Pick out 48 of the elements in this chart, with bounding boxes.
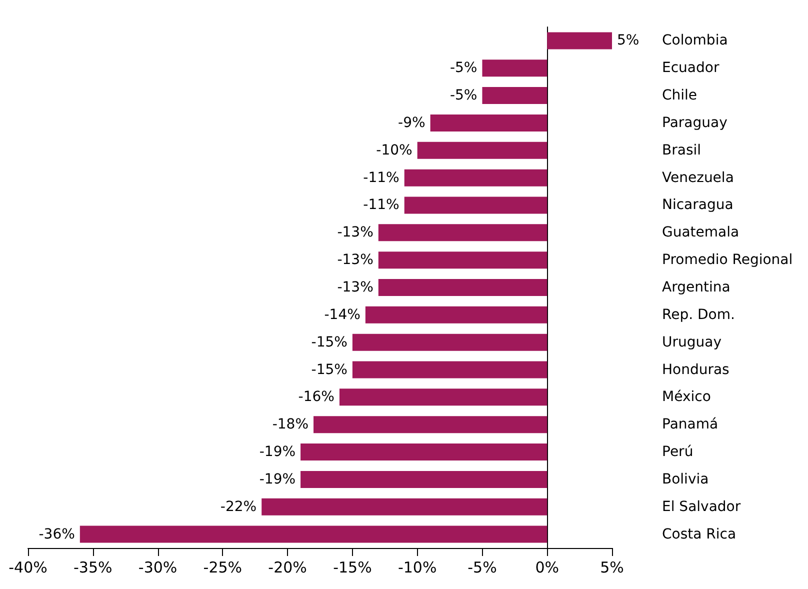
- data-label: -10%: [376, 142, 412, 158]
- data-label: -18%: [272, 416, 309, 433]
- x-tick-label: -35%: [74, 558, 112, 576]
- x-tick-label: -20%: [268, 558, 307, 576]
- y-tick-label: Rep. Dom.: [662, 306, 735, 323]
- x-tick-label: -25%: [203, 558, 242, 576]
- data-label: -13%: [337, 224, 374, 241]
- x-tick-label: -40%: [8, 558, 48, 576]
- data-label: -15%: [311, 334, 348, 350]
- y-tick-label: Colombia: [662, 32, 728, 49]
- data-label: -15%: [311, 362, 348, 378]
- y-tick-label: Perú: [662, 444, 694, 460]
- data-label: -11%: [363, 197, 400, 214]
- data-label: -5%: [450, 88, 478, 104]
- y-tick-label: Ecuador: [662, 60, 720, 76]
- y-tick-label: Guatemala: [662, 224, 740, 241]
- data-label: -11%: [363, 170, 400, 186]
- y-tick-label: Brasil: [662, 142, 702, 158]
- data-label: -36%: [38, 526, 75, 542]
- y-tick-label: Panamá: [662, 416, 718, 433]
- x-tick-label: -5%: [468, 558, 497, 576]
- y-tick-label: Uruguay: [662, 334, 722, 350]
- data-label: -16%: [298, 389, 334, 406]
- data-label: -13%: [337, 252, 374, 268]
- data-label: 5%: [617, 32, 640, 49]
- x-tick-label: -15%: [333, 558, 372, 576]
- data-label: -19%: [259, 471, 296, 488]
- y-tick-label: Venezuela: [662, 170, 734, 186]
- x-tick-label: 0%: [535, 558, 560, 576]
- data-label: -9%: [398, 114, 426, 131]
- data-label: -13%: [337, 280, 374, 296]
- y-tick-label: Honduras: [662, 362, 730, 378]
- y-tick-label: México: [662, 389, 711, 406]
- x-tick-label: -30%: [138, 558, 178, 576]
- data-label: -14%: [324, 306, 360, 323]
- data-label: -5%: [450, 60, 478, 76]
- y-tick-label: Argentina: [662, 280, 730, 296]
- x-tick-label: 5%: [600, 558, 624, 576]
- y-tick-label: El Salvador: [662, 498, 741, 515]
- y-tick-label: Nicaragua: [662, 197, 734, 214]
- data-label: -22%: [220, 498, 257, 515]
- y-tick-label: Costa Rica: [662, 526, 736, 542]
- y-tick-label: Bolivia: [662, 471, 709, 488]
- x-tick-label: -10%: [398, 558, 437, 576]
- y-tick-label: Chile: [662, 88, 698, 104]
- y-tick-label: Paraguay: [662, 114, 728, 131]
- data-label: -19%: [259, 444, 296, 460]
- y-tick-label: Promedio Regional: [662, 252, 793, 268]
